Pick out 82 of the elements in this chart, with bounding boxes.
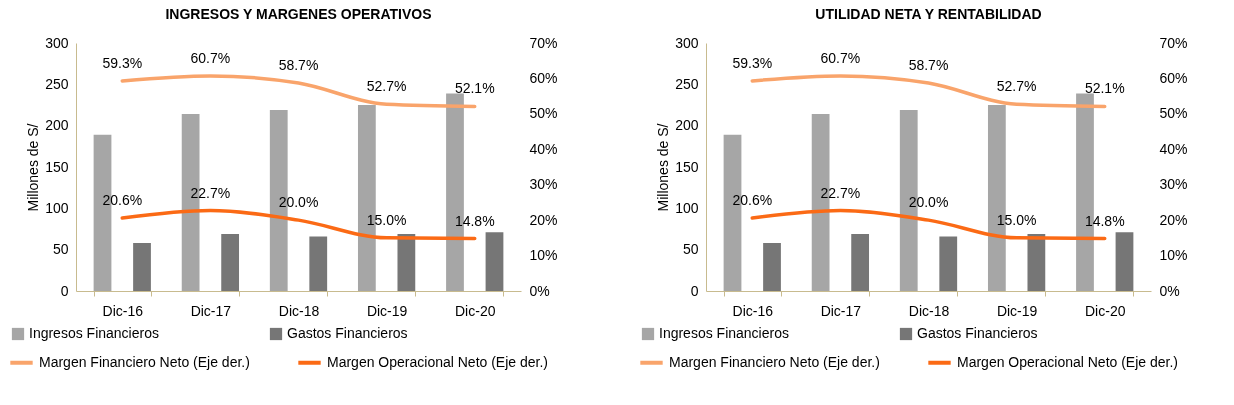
data-label: 60.7%: [820, 49, 861, 66]
x-tick-label: Dic-20: [1085, 302, 1126, 319]
bar: [485, 232, 504, 291]
y-tick-label: 100: [675, 199, 699, 216]
y-axis-title: Millones de S/: [25, 123, 42, 212]
y-tick-label: 250: [675, 75, 699, 92]
chart-title: INGRESOS Y MARGENES OPERATIVOS: [165, 6, 432, 22]
y-tick-label: 50: [52, 241, 69, 258]
y-tick-label: 200: [675, 117, 699, 134]
y2-tick-label: 50%: [529, 105, 558, 122]
y-tick-label: 0: [60, 282, 69, 299]
data-label: 22.7%: [190, 184, 231, 201]
bar: [939, 236, 958, 291]
y-axis-title: Millones de S/: [655, 123, 672, 212]
data-label: 58.7%: [908, 57, 949, 74]
x-tick-label: Dic-19: [366, 302, 408, 319]
data-label: 14.8%: [454, 212, 495, 229]
y2-tick-label: 50%: [1159, 105, 1188, 122]
data-label: 22.7%: [820, 184, 861, 201]
bar: [851, 233, 870, 291]
legend-label: Gastos Financieros: [287, 325, 408, 341]
chart-title: UTILIDAD NETA Y RENTABILIDAD: [815, 6, 1042, 22]
x-tick-label: Dic-17: [190, 302, 232, 319]
data-label: 20.6%: [732, 192, 773, 209]
bar: [309, 236, 328, 291]
data-label: 52.7%: [996, 78, 1037, 95]
y2-tick-label: 40%: [529, 140, 558, 157]
legend-label: Ingresos Financieros: [29, 325, 159, 341]
bar: [1115, 232, 1134, 291]
data-label: 20.0%: [278, 194, 319, 211]
data-label: 59.3%: [732, 54, 773, 71]
y2-tick-label: 30%: [529, 176, 558, 193]
x-tick-label: Dic-17: [820, 302, 862, 319]
legend-label: Margen Operacional Neto (Eje der.): [327, 353, 548, 370]
data-label: 58.7%: [278, 57, 319, 74]
bar: [763, 243, 781, 291]
data-label: 15.0%: [366, 211, 407, 228]
y2-tick-label: 30%: [1159, 176, 1188, 193]
data-label: 59.3%: [102, 54, 143, 71]
bar: [221, 233, 240, 291]
y2-tick-label: 40%: [1159, 140, 1188, 157]
y2-tick-label: 20%: [529, 211, 558, 228]
y2-tick-label: 0%: [1159, 282, 1180, 299]
y2-tick-label: 60%: [1159, 69, 1188, 86]
y2-tick-label: 70%: [1159, 34, 1188, 51]
x-tick-label: Dic-18: [278, 302, 320, 319]
x-tick-label: Dic-20: [455, 302, 496, 319]
legend-label: Margen Financiero Neto (Eje der.): [669, 353, 880, 370]
data-label: 14.8%: [1084, 212, 1125, 229]
y2-tick-label: 70%: [529, 34, 558, 51]
y-tick-label: 100: [45, 199, 69, 216]
y-tick-label: 250: [45, 75, 69, 92]
y-tick-label: 0: [690, 282, 699, 299]
y2-tick-label: 10%: [529, 247, 558, 264]
y2-tick-label: 20%: [1159, 211, 1188, 228]
y2-tick-label: 60%: [529, 69, 558, 86]
data-label: 52.7%: [366, 78, 407, 95]
bar: [397, 233, 416, 291]
y-tick-label: 300: [45, 34, 69, 51]
y-tick-label: 150: [45, 158, 69, 175]
y-tick-label: 50: [682, 241, 699, 258]
y2-tick-label: 0%: [529, 282, 550, 299]
bar: [133, 243, 151, 291]
y-tick-label: 150: [675, 158, 699, 175]
data-label: 15.0%: [996, 211, 1037, 228]
legend-label: Ingresos Financieros: [659, 325, 789, 341]
legend-label: Gastos Financieros: [917, 325, 1038, 341]
data-label: 20.0%: [908, 194, 949, 211]
x-tick-label: Dic-18: [908, 302, 950, 319]
legend-label: Margen Financiero Neto (Eje der.): [39, 353, 250, 370]
x-tick-label: Dic-19: [996, 302, 1038, 319]
data-label: 20.6%: [102, 192, 143, 209]
data-label: 52.1%: [1084, 80, 1125, 97]
y-tick-label: 300: [675, 34, 699, 51]
x-tick-label: Dic-16: [102, 302, 144, 319]
x-tick-label: Dic-16: [732, 302, 774, 319]
legend-label: Margen Operacional Neto (Eje der.): [957, 353, 1178, 370]
bar: [1027, 233, 1046, 291]
y-tick-label: 200: [45, 117, 69, 134]
y2-tick-label: 10%: [1159, 247, 1188, 264]
data-label: 60.7%: [190, 49, 231, 66]
data-label: 52.1%: [454, 80, 495, 97]
